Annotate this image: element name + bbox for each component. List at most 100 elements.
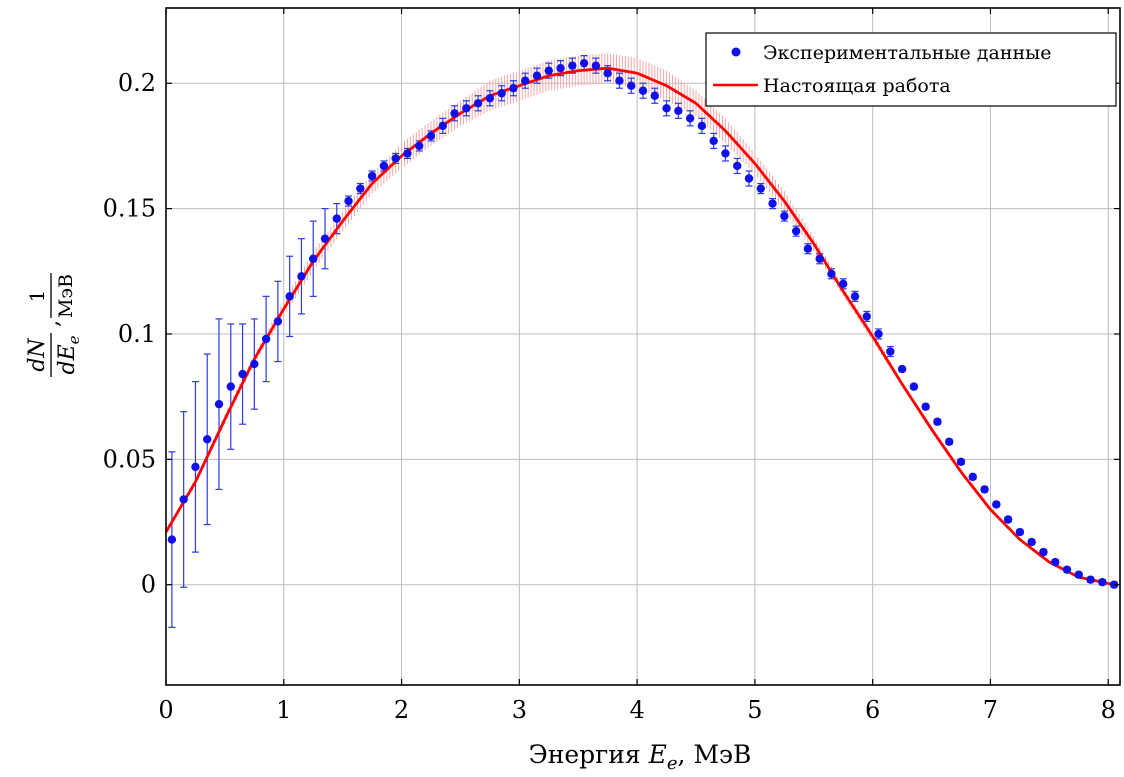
data-point — [226, 382, 235, 391]
data-point — [521, 76, 530, 85]
data-point — [803, 244, 813, 253]
x-axis-ticks: 0 1 2 3 4 5 6 7 8 — [158, 8, 1116, 724]
data-point — [1003, 515, 1013, 524]
data-point — [909, 382, 919, 391]
data-point — [356, 184, 365, 193]
data-point — [261, 334, 271, 344]
data-point — [297, 272, 306, 281]
data-point — [332, 214, 341, 223]
y-tick-label: 0.2 — [118, 69, 156, 97]
data-point — [921, 402, 930, 411]
data-point — [768, 199, 777, 208]
x-axis-title-text: Энергия — [529, 740, 641, 769]
data-point — [426, 131, 436, 141]
data-point — [744, 174, 754, 183]
data-point — [733, 161, 742, 171]
error-bars — [168, 55, 1118, 628]
data-points — [167, 58, 1119, 589]
y-axis-title-frac1-den: dEe — [55, 335, 83, 374]
data-point — [1051, 557, 1060, 567]
data-point — [203, 435, 212, 444]
data-point — [662, 104, 671, 113]
data-point — [556, 63, 565, 73]
y-axis-title-frac2-num: 1 — [25, 290, 49, 303]
y-tick-label: 0.05 — [103, 445, 156, 473]
data-point — [886, 347, 895, 356]
data-point — [874, 329, 883, 339]
data-point — [650, 91, 659, 100]
x-tick-label: 4 — [629, 696, 644, 724]
y-axis-title-frac1-num: dN — [25, 338, 50, 372]
data-point — [933, 417, 942, 426]
x-axis-title: Энергия Ee, МэВ — [529, 740, 752, 774]
x-axis-title-var: E — [648, 740, 667, 769]
y-axis-title-sep: , — [39, 320, 64, 327]
data-point — [509, 84, 518, 93]
data-point — [1098, 577, 1107, 587]
data-point — [485, 94, 495, 103]
data-point — [603, 68, 612, 78]
y-axis-ticks: 0 0.05 0.1 0.15 0.2 — [103, 69, 1120, 599]
grid — [165, 8, 1120, 685]
data-point — [945, 437, 954, 446]
data-point — [780, 211, 789, 221]
data-point — [497, 89, 506, 98]
legend: Экспериментальные данные Настоящая работ… — [705, 32, 1117, 107]
x-tick-label: 3 — [512, 696, 527, 724]
x-tick-label: 1 — [276, 696, 291, 724]
data-point — [697, 121, 707, 131]
data-point — [756, 184, 765, 193]
y-axis-title-frac1-den-sub: e — [65, 335, 83, 344]
data-point — [1062, 565, 1072, 574]
data-point — [179, 495, 188, 504]
x-tick-label: 2 — [394, 696, 409, 724]
data-point — [1039, 547, 1048, 557]
data-point — [167, 535, 177, 544]
data-point — [532, 71, 542, 80]
x-axis-title-unit: , МэВ — [678, 740, 752, 769]
data-point — [285, 292, 294, 301]
data-point — [862, 312, 871, 321]
data-point — [250, 359, 259, 369]
fit-curve-layer — [164, 66, 1115, 587]
data-point — [403, 149, 412, 158]
x-tick-label: 5 — [747, 696, 762, 724]
data-point — [674, 106, 683, 116]
data-point — [968, 472, 977, 482]
y-tick-label: 0 — [141, 571, 156, 599]
x-tick-label: 7 — [983, 696, 998, 724]
data-point — [980, 485, 989, 494]
data-point — [815, 254, 824, 263]
data-point — [615, 76, 624, 85]
data-point — [956, 457, 966, 467]
data-point — [544, 66, 553, 75]
data-point — [1015, 527, 1025, 537]
data-point — [273, 317, 283, 326]
y-axis-title-frac2-den: МэВ — [55, 274, 77, 318]
data-point — [827, 269, 836, 278]
data-point — [1027, 537, 1036, 547]
data-point — [685, 114, 695, 123]
x-axis-title-sub: e — [667, 753, 678, 774]
plot-frame — [165, 7, 1121, 686]
data-point — [709, 136, 718, 146]
data-point — [391, 154, 400, 163]
data-point — [367, 171, 377, 181]
data-point — [791, 226, 801, 236]
data-point — [839, 279, 848, 289]
fit-uncertainty-band — [165, 53, 1106, 584]
x-tick-label: 8 — [1101, 696, 1116, 724]
data-point — [415, 141, 424, 151]
data-point — [191, 462, 200, 472]
x-tick-label: 6 — [865, 696, 880, 724]
data-point — [591, 61, 601, 70]
data-point — [627, 81, 636, 90]
data-point — [344, 196, 353, 206]
data-point — [309, 254, 318, 263]
data-point — [850, 292, 860, 301]
data-point — [568, 61, 577, 70]
y-tick-label: 0.15 — [103, 195, 156, 223]
data-point — [462, 104, 471, 113]
legend-label-experimental: Экспериментальные данные — [763, 42, 1052, 64]
